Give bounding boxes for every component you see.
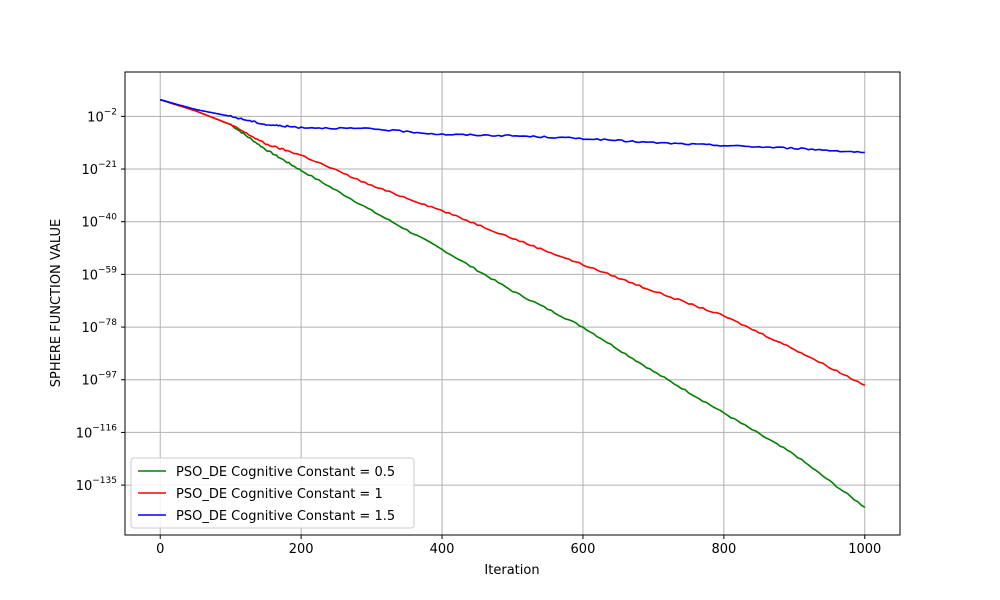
series-line-3 <box>159 98 865 154</box>
y-tick-label-base: 10 <box>81 216 98 231</box>
x-tick-label: 800 <box>711 542 736 557</box>
legend-box <box>130 457 415 529</box>
series-lines <box>159 98 866 508</box>
x-axis-title: Iteration <box>484 563 539 578</box>
y-tick-label-exponent: −2 <box>104 107 117 117</box>
y-tick-label: 10−40 <box>81 213 117 231</box>
x-tick-label: 600 <box>571 542 596 557</box>
y-tick-label: 10−97 <box>81 371 117 389</box>
y-axis-title: SPHERE FUNCTION VALUE <box>49 219 64 387</box>
y-tick-label: 10−135 <box>76 476 117 494</box>
y-tick-label-exponent: −40 <box>98 213 117 223</box>
legend-label-2: PSO_DE Cognitive Constant = 1 <box>176 487 383 502</box>
plot-frame <box>124 71 901 536</box>
y-tick-label-base: 10 <box>76 479 93 494</box>
legend-label-1: PSO_DE Cognitive Constant = 0.5 <box>176 465 395 480</box>
y-tick-label-base: 10 <box>76 426 93 441</box>
y-tick-label: 10−116 <box>76 423 118 441</box>
y-tick-label: 10−21 <box>81 160 117 178</box>
y-tick-label-base: 10 <box>81 374 98 389</box>
x-tick-label: 400 <box>430 542 455 557</box>
y-tick-label-base: 10 <box>81 163 98 178</box>
y-axis-ticks: 10−13510−11610−9710−7810−5910−4010−2110−… <box>76 107 125 494</box>
y-tick-label-exponent: −135 <box>92 476 117 486</box>
y-tick-label-exponent: −97 <box>98 371 117 381</box>
y-tick-label-base: 10 <box>81 268 98 283</box>
legend: PSO_DE Cognitive Constant = 0.5 PSO_DE Co… <box>130 457 415 529</box>
y-tick-label-base: 10 <box>81 321 98 336</box>
y-tick-label-exponent: −21 <box>98 160 117 170</box>
x-tick-label: 200 <box>289 542 314 557</box>
series-line-2 <box>159 98 866 387</box>
y-tick-label-exponent: −78 <box>98 318 117 328</box>
x-tick-label: 0 <box>156 542 164 557</box>
y-tick-label: 10−78 <box>81 318 117 336</box>
y-tick-label-base: 10 <box>87 110 104 125</box>
legend-label-3: PSO_DE Cognitive Constant = 1.5 <box>176 509 395 524</box>
x-axis-ticks: 0 200 400 600 800 1000 <box>156 535 881 557</box>
x-tick-label: 1000 <box>848 542 881 557</box>
grid <box>125 72 900 535</box>
y-tick-label: 10−2 <box>87 107 117 125</box>
y-tick-label-exponent: −59 <box>98 265 117 275</box>
y-tick-label: 10−59 <box>81 265 117 283</box>
y-tick-label-exponent: −116 <box>92 423 117 433</box>
